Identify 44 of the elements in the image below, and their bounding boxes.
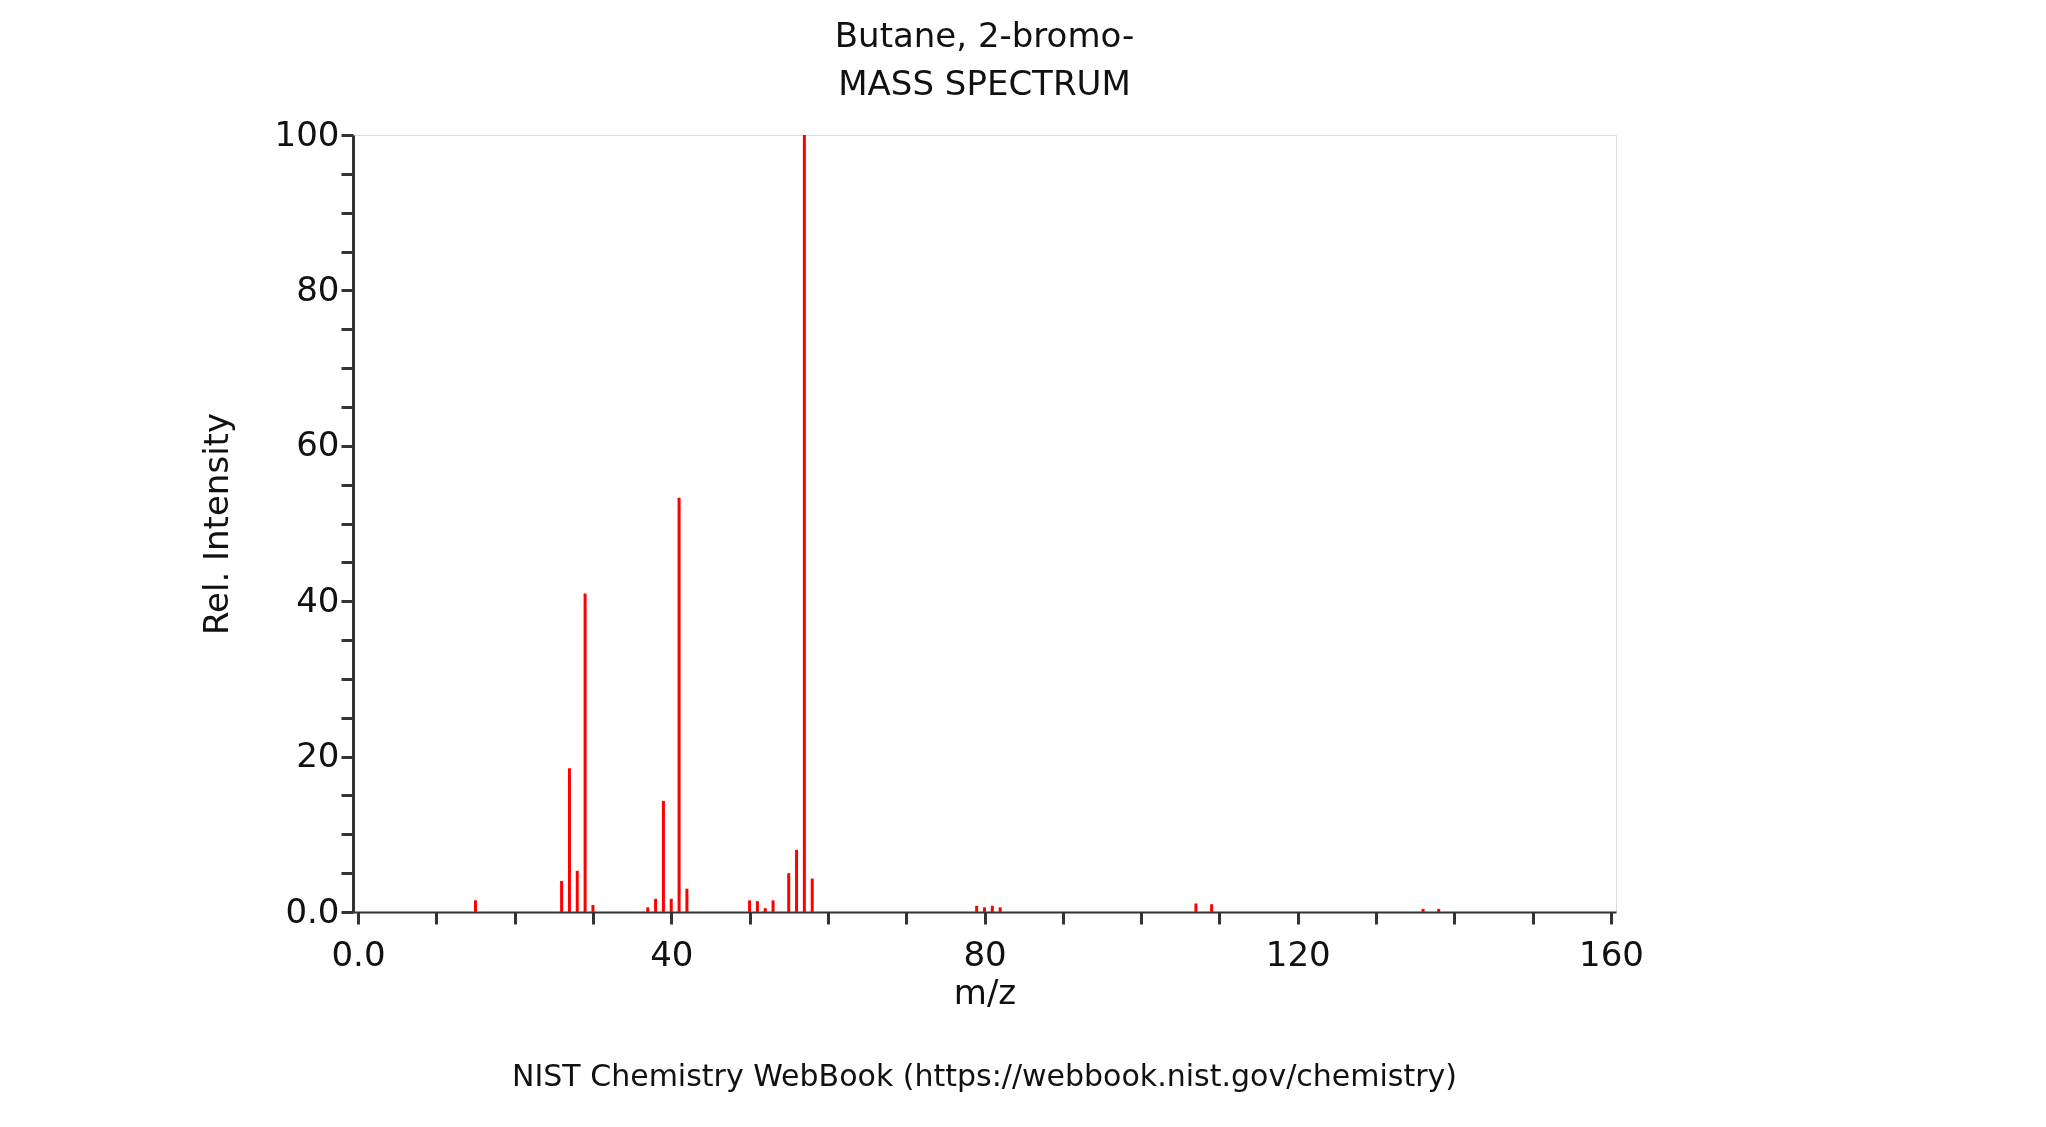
y-tick-label: 80 (296, 268, 340, 309)
y-tick-label: 60 (296, 424, 340, 465)
x-tick-label: 40 (650, 933, 694, 974)
bar (646, 907, 650, 912)
bar (1437, 908, 1441, 912)
bar (575, 870, 579, 912)
bar (810, 878, 814, 912)
bar (661, 800, 665, 912)
bar (802, 135, 806, 912)
bar (654, 898, 658, 912)
x-tick-label: 120 (1265, 933, 1331, 974)
x-tick-label: 0.0 (331, 933, 386, 974)
bar (567, 768, 571, 912)
bar (771, 900, 775, 912)
bar (787, 873, 791, 912)
x-tick-label: 80 (963, 933, 1007, 974)
bar (983, 907, 986, 912)
bar (755, 901, 759, 912)
bar (990, 905, 994, 912)
bar (669, 898, 673, 912)
bar (583, 593, 587, 912)
bar (1421, 908, 1425, 912)
x-axis-title: m/z (953, 971, 1017, 1012)
bar (763, 908, 767, 912)
bar (998, 907, 1002, 912)
y-tick-label: 20 (296, 735, 340, 776)
bar (560, 880, 564, 912)
bar (591, 905, 595, 912)
bar (795, 849, 799, 912)
chart-title: Butane, 2-bromo- (834, 15, 1135, 55)
text: NIST Chemistry WebBook (https://webbook.nist.gov/chemistry) (512, 1058, 1457, 1093)
bar (677, 497, 681, 912)
y-tick-label: 40 (296, 579, 340, 620)
bar (473, 900, 477, 912)
y-axis-title: Rel. Intensity (195, 412, 236, 636)
bar (685, 888, 689, 912)
x-tick-label: 160 (1579, 933, 1644, 974)
y-tick-label: 0.0 (285, 890, 340, 931)
bar (1210, 904, 1214, 912)
y-tick-label: 100 (274, 113, 340, 154)
bar (975, 905, 979, 912)
bar (1194, 903, 1198, 912)
bar (748, 900, 752, 912)
chart-subtitle: MASS SPECTRUM (838, 63, 1131, 103)
